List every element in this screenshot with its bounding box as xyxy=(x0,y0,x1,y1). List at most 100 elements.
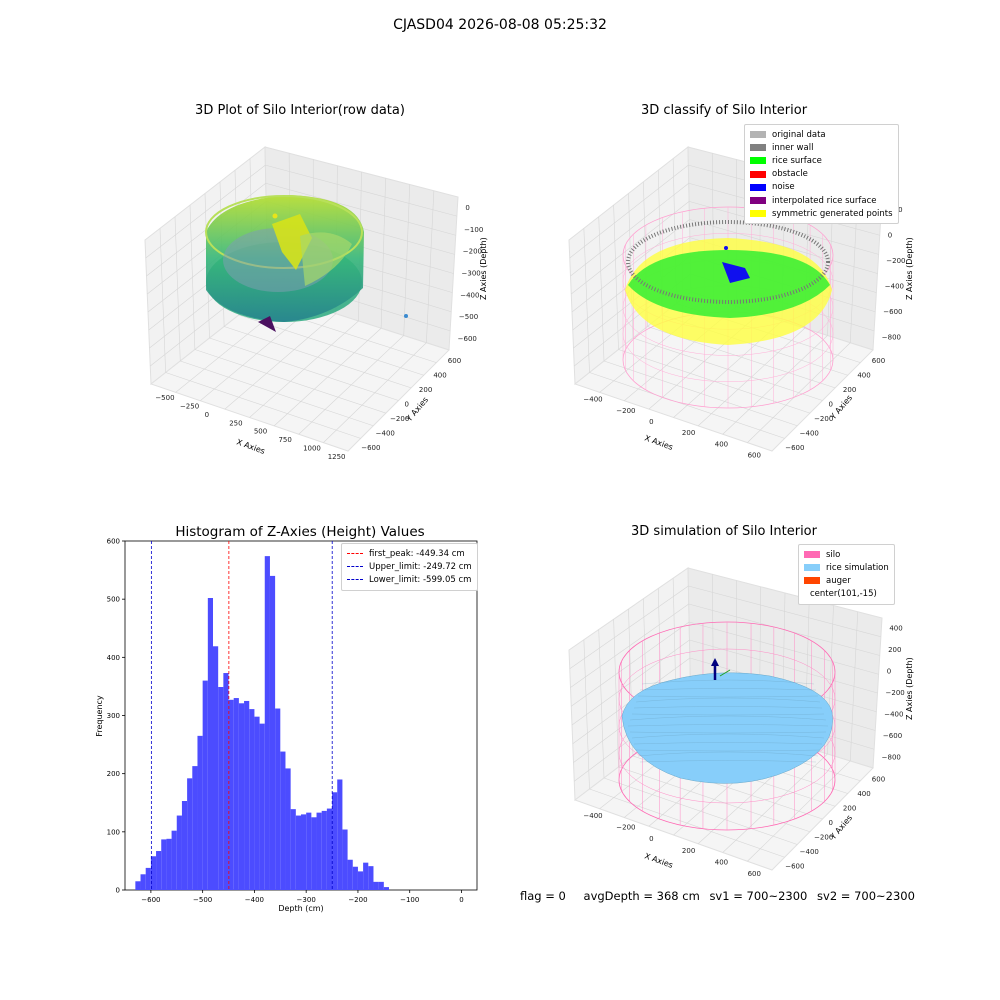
ytick-label: 600 xyxy=(872,357,885,365)
hist-bar xyxy=(145,867,151,890)
legend-entry: symmetric generated points xyxy=(750,207,893,220)
hist-legend: first_peak: -449.34 cm Upper_limit: -249.… xyxy=(341,543,478,591)
hist-bar xyxy=(275,708,281,890)
hist-bar xyxy=(280,751,286,890)
panel4-title: 3D simulation of Silo Interior xyxy=(631,524,817,539)
hist-bar xyxy=(238,703,245,890)
legend-label: Upper_limit: -249.72 cm xyxy=(369,561,472,572)
legend-label: rice simulation xyxy=(826,562,889,573)
ytick-label: 0 xyxy=(405,401,409,409)
ytick-label: −400 xyxy=(800,429,819,437)
hist-bar xyxy=(207,598,213,890)
legend-entry: Upper_limit: -249.72 cm xyxy=(347,560,472,573)
ytick-label: −200 xyxy=(814,415,833,423)
hist-bar xyxy=(347,859,353,890)
panel1-zlabel: Z Axies (Depth) xyxy=(479,237,488,300)
legend-label: interpolated rice surface xyxy=(772,195,877,206)
panel4-ylabel: Y Axies xyxy=(828,813,854,842)
ytick-label: −600 xyxy=(361,444,380,452)
status-avg-depth: avgDepth = 368 cm xyxy=(583,889,700,903)
hist-bar xyxy=(187,778,193,890)
xtick-label: 0 xyxy=(649,418,653,426)
xtick-label: 400 xyxy=(715,859,728,867)
hist-xtick-label: −300 xyxy=(297,896,316,904)
ytick-label: −400 xyxy=(800,848,819,856)
hist-bar xyxy=(363,862,369,890)
hist-bar xyxy=(264,556,270,890)
legend-entry: Lower_limit: -599.05 cm xyxy=(347,573,472,586)
ztick-label: −400 xyxy=(885,282,904,290)
hist-bar xyxy=(176,815,182,890)
hist-xtick-label: −200 xyxy=(348,896,367,904)
hist-bar xyxy=(166,838,172,890)
hist-bar xyxy=(368,866,374,890)
xtick-label: −250 xyxy=(180,403,199,411)
ytick-label: −600 xyxy=(785,444,804,452)
legend-label: symmetric generated points xyxy=(772,208,893,219)
legend-entry: inner wall xyxy=(750,141,893,154)
hist-bar xyxy=(321,810,327,890)
ztick-label: −200 xyxy=(886,689,905,697)
silo-simulation xyxy=(618,621,836,831)
panel2-3d-plot: −400−20002004006006004002000−200−400−600… xyxy=(568,145,914,459)
ytick-label: −200 xyxy=(814,834,833,842)
legend-label: obstacle xyxy=(772,169,808,180)
hist-bar xyxy=(244,700,250,890)
ytick-label: 600 xyxy=(872,775,885,783)
ytick-label: 0 xyxy=(829,819,833,827)
hist-xtick-label: −500 xyxy=(193,896,212,904)
ztick-label: −600 xyxy=(458,335,477,343)
hist-bar xyxy=(197,735,203,890)
hist-bar xyxy=(316,812,322,890)
ytick-label: 400 xyxy=(857,790,870,798)
panel4-legend: silo rice simulation auger center(101,-15) xyxy=(798,544,895,605)
hist-bar xyxy=(357,871,364,890)
panel4-3d-plot: −400−20002004006006004002000−200−400−600… xyxy=(568,567,914,878)
ztick-label: −600 xyxy=(883,308,902,316)
ytick-label: −600 xyxy=(785,863,804,871)
ztick-label: −800 xyxy=(882,753,901,761)
hist-bar xyxy=(223,673,229,890)
hist-bar xyxy=(249,709,255,890)
hist-bar xyxy=(383,887,389,890)
ytick-label: 200 xyxy=(843,804,856,812)
hist-bar xyxy=(337,779,343,890)
ytick-label: 200 xyxy=(419,386,432,394)
hist-bar xyxy=(161,839,167,890)
legend-entry: interpolated rice surface xyxy=(750,194,893,207)
ytick-label: 200 xyxy=(843,386,856,394)
hist-bar xyxy=(202,680,208,890)
hist-bar xyxy=(285,768,291,890)
ztick-label: −200 xyxy=(463,248,482,256)
ztick-label: 200 xyxy=(888,646,901,654)
ztick-label: 0 xyxy=(888,231,892,239)
panel3-title: Histogram of Z-Axies (Height) Values xyxy=(175,524,425,540)
ytick-label: 400 xyxy=(433,372,446,380)
figure-title: CJASD04 2026-08-08 05:25:32 xyxy=(393,17,607,33)
legend-label: inner wall xyxy=(772,142,814,153)
hist-bar xyxy=(290,809,296,890)
ztick-label: −600 xyxy=(883,732,902,740)
hist-bar xyxy=(218,686,224,890)
ztick-label: −100 xyxy=(464,226,483,234)
hist-ytick-label: 0 xyxy=(116,887,120,895)
legend-entry: rice surface xyxy=(750,154,893,167)
hist-bar xyxy=(181,801,188,890)
ytick-label: −400 xyxy=(376,429,395,437)
xtick-label: 600 xyxy=(748,870,761,878)
hist-bar xyxy=(311,817,317,890)
hist-bar xyxy=(378,881,384,890)
panel2-xlabel: X Axies xyxy=(643,433,674,452)
legend-label: Lower_limit: -599.05 cm xyxy=(369,574,472,585)
panel4-zlabel: Z Axies (Depth) xyxy=(905,657,914,720)
hist-bar xyxy=(254,716,260,890)
hist-bar xyxy=(301,814,307,890)
legend-entry: rice simulation xyxy=(804,561,889,574)
hist-ytick-label: 200 xyxy=(107,770,120,778)
hist-bar xyxy=(295,815,301,890)
legend-entry: auger xyxy=(804,574,889,587)
hist-bar xyxy=(233,698,239,890)
panel4-xlabel: X Axies xyxy=(643,851,674,870)
ztick-label: −800 xyxy=(882,333,901,341)
xtick-label: 1000 xyxy=(303,444,321,452)
